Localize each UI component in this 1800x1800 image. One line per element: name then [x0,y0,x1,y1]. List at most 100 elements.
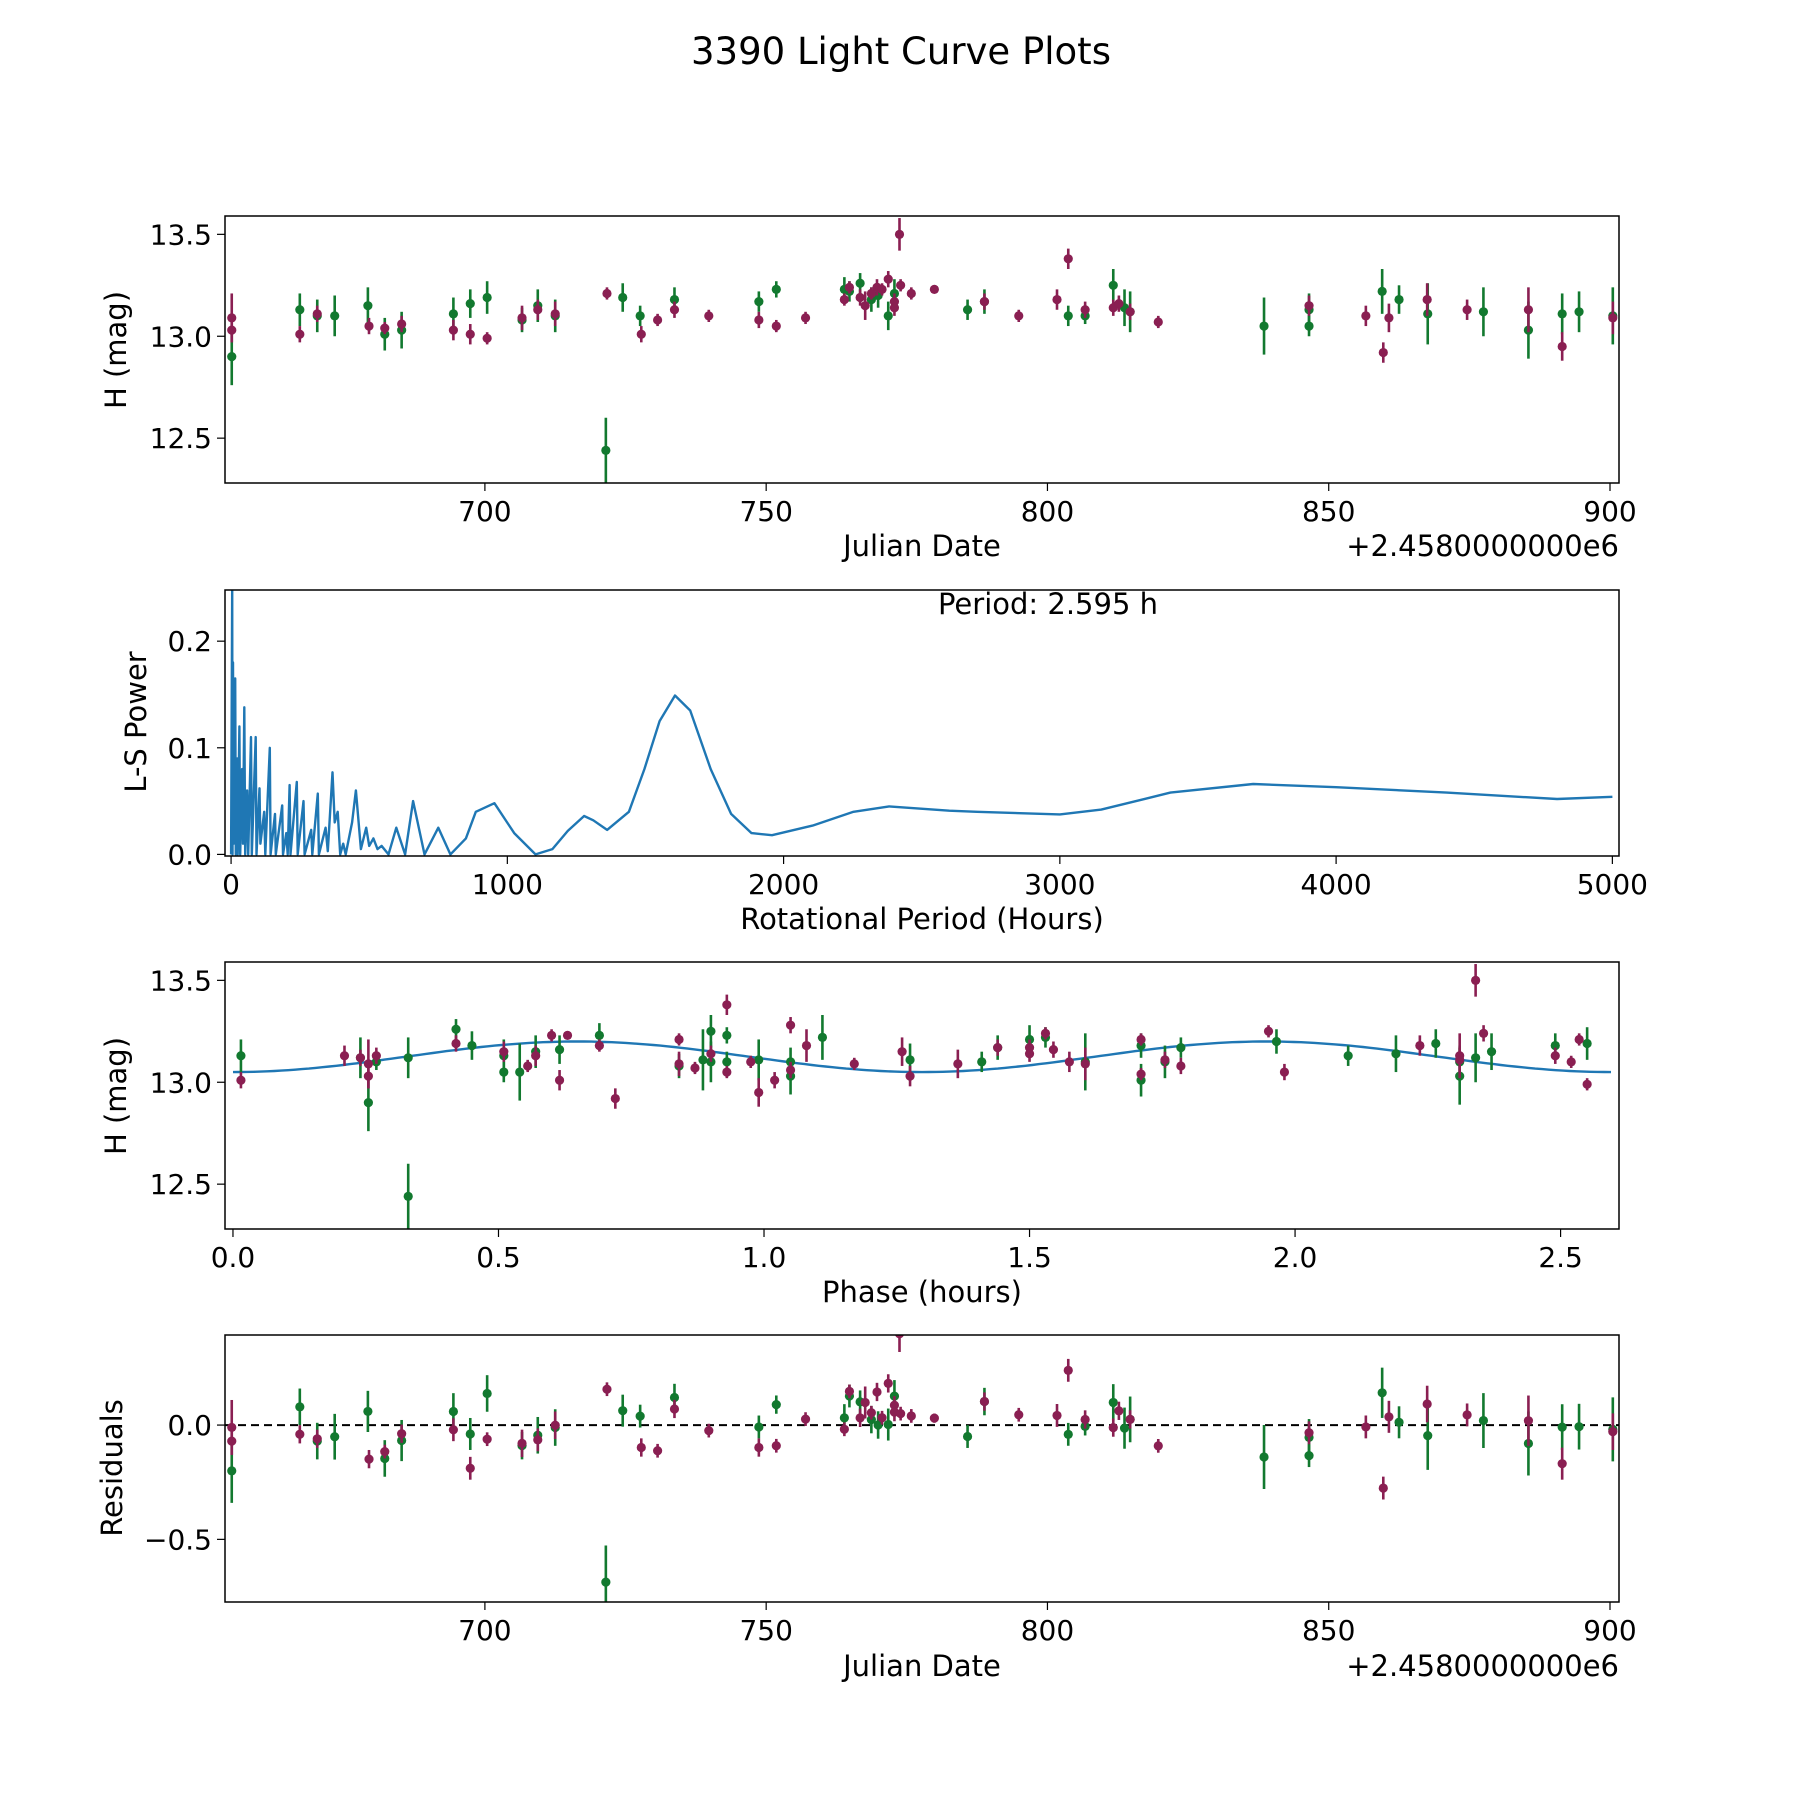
residuals-point [227,1466,237,1476]
residuals-frame [224,1334,1620,1603]
phased-point [1582,1079,1592,1089]
phased-point [594,1040,604,1051]
residuals-point [465,1429,475,1439]
periodogram-ytick-label: 0.1 [167,732,212,765]
lightcurve-point [754,297,764,307]
phased-point [1040,1028,1051,1038]
lightcurve-point [883,311,893,321]
lightcurve-point [602,288,612,299]
lightcurve-point [227,352,237,362]
phased-point [1471,1053,1481,1063]
phased-point [754,1055,764,1065]
residuals-point [602,1384,612,1394]
residuals-point [1523,1416,1534,1426]
residuals-point [1080,1414,1090,1425]
residuals-point [363,1406,373,1417]
residuals-point [1378,1483,1388,1493]
lightcurve-point [1125,307,1135,317]
periodogram-line [229,590,1613,856]
phased-point [1136,1034,1146,1045]
lightcurve-point [330,311,340,321]
residuals-point [295,1429,305,1439]
lightcurve-point [295,329,305,339]
plot-area [227,218,1618,483]
periodogram-xtick-label: 5000 [1577,868,1648,901]
periodogram-xlabel: Rotational Period (Hours) [740,902,1104,936]
phased-point [953,1059,963,1069]
residuals-point [877,1413,887,1423]
residuals-point [601,1577,611,1587]
residuals-point [1361,1422,1371,1432]
lightcurve-point [1557,341,1567,352]
residuals-point [636,1442,646,1453]
residuals-xtick-label: 850 [1302,1614,1355,1647]
phased-point [355,1053,366,1063]
lightcurve-point [448,325,458,335]
residuals-point [1304,1451,1314,1461]
model-curve [232,1040,1612,1074]
lightcurve-point [397,319,407,329]
residuals-point [397,1429,407,1439]
lightcurve-ylabel: H (mag) [99,291,133,409]
lightcurve-point [962,305,973,315]
periodogram-xtick-label: 1000 [472,868,543,901]
lightcurve-xtick-label: 700 [458,495,511,528]
residuals-point [533,1435,543,1445]
phased-point [722,1067,732,1077]
lightcurve-point [1462,305,1472,315]
residuals-point [669,1404,680,1414]
residuals-point [866,1408,876,1418]
phased-point [1263,1026,1274,1036]
residuals-point [669,1392,680,1403]
lightcurve-point [1304,321,1314,331]
lightcurve-ytick-label: 13.5 [150,218,212,251]
phased-point [722,1057,732,1067]
residuals-point [550,1420,560,1430]
phased-point [236,1075,246,1085]
lightcurve-point [855,292,865,303]
residuals-point [1574,1422,1584,1432]
phased-xtick-label: 1.0 [742,1241,787,1274]
lightcurve-point [889,303,900,313]
lightcurve-point [1422,294,1432,305]
lightcurve-point [482,292,492,303]
periodogram-xtick-label: 4000 [1300,868,1371,901]
residuals-point [1608,1427,1618,1437]
residuals-xtick-label: 800 [1021,1614,1074,1647]
phased-point [236,1051,246,1061]
period-annotation: Period: 2.595 h [938,587,1158,621]
lightcurve-point [771,321,781,331]
phased-xtick-label: 0.5 [476,1241,521,1274]
lightcurve-point [906,288,916,299]
residuals-point [844,1386,855,1396]
phased-point [801,1040,812,1051]
lightcurve-point [844,282,855,292]
lightcurve-point [636,329,646,339]
phased-point [897,1047,907,1057]
residuals-point [1125,1414,1135,1424]
phased-point [993,1043,1003,1053]
lightcurve-point [618,292,628,303]
phased-ylabel: H (mag) [99,1037,133,1155]
residuals-point [873,1420,883,1430]
lightcurve-point [1052,294,1062,305]
residuals-point [1557,1459,1567,1469]
phased-point [706,1049,716,1059]
lightcurve-point [295,305,305,315]
phased-point [554,1045,565,1055]
phased-point [467,1040,477,1051]
lightcurve-xtick-label: 900 [1583,495,1636,528]
residuals-ytick-label: −0.5 [144,1523,212,1556]
phased-xtick-label: 2.0 [1273,1241,1318,1274]
periodogram-ylabel: L-S Power [119,651,153,792]
phased-point [1574,1034,1584,1045]
residuals-point [227,1436,237,1446]
lightcurve-point [883,274,893,284]
periodogram-xtick-label: 3000 [1024,868,1095,901]
phased-point [1176,1061,1186,1071]
residuals-point [635,1411,645,1421]
phased-point [1064,1057,1074,1067]
residuals-point [860,1397,870,1408]
residuals-point [754,1422,764,1432]
residuals-point [448,1406,458,1417]
